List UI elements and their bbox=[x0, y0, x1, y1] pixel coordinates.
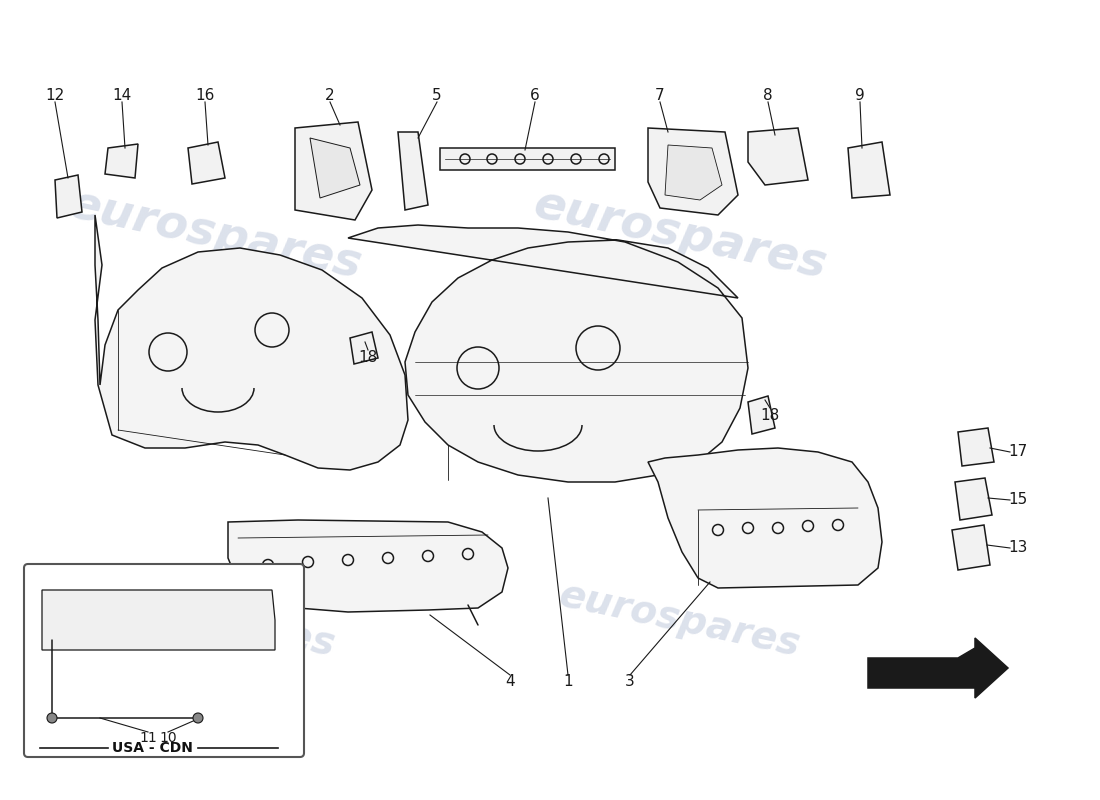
Text: 7: 7 bbox=[656, 87, 664, 102]
Text: 11: 11 bbox=[139, 731, 157, 745]
Polygon shape bbox=[398, 132, 428, 210]
Text: eurospares: eurospares bbox=[556, 576, 804, 664]
Text: 17: 17 bbox=[1009, 445, 1027, 459]
Polygon shape bbox=[868, 638, 1008, 698]
Text: 12: 12 bbox=[45, 87, 65, 102]
Text: eurospares: eurospares bbox=[91, 576, 339, 664]
Polygon shape bbox=[748, 396, 775, 434]
Polygon shape bbox=[648, 448, 882, 588]
Polygon shape bbox=[55, 175, 82, 218]
Text: 2: 2 bbox=[326, 87, 334, 102]
Text: 10: 10 bbox=[158, 727, 177, 742]
Text: 4: 4 bbox=[505, 674, 515, 690]
Text: 5: 5 bbox=[432, 87, 442, 102]
Polygon shape bbox=[848, 142, 890, 198]
Text: eurospares: eurospares bbox=[529, 182, 830, 288]
Polygon shape bbox=[955, 478, 992, 520]
Text: 8: 8 bbox=[763, 87, 773, 102]
Polygon shape bbox=[188, 142, 226, 184]
Text: 1: 1 bbox=[563, 674, 573, 690]
Text: 9: 9 bbox=[855, 87, 865, 102]
Circle shape bbox=[192, 713, 204, 723]
Text: eurospares: eurospares bbox=[64, 182, 365, 288]
Polygon shape bbox=[666, 145, 722, 200]
Polygon shape bbox=[310, 138, 360, 198]
Text: 16: 16 bbox=[196, 87, 214, 102]
Polygon shape bbox=[350, 332, 378, 364]
Text: 10: 10 bbox=[160, 731, 177, 745]
FancyBboxPatch shape bbox=[440, 148, 615, 170]
Polygon shape bbox=[958, 428, 994, 466]
Text: 18: 18 bbox=[760, 407, 780, 422]
Polygon shape bbox=[348, 225, 748, 482]
Text: USA - CDN: USA - CDN bbox=[111, 741, 192, 755]
Polygon shape bbox=[104, 144, 138, 178]
Polygon shape bbox=[748, 128, 808, 185]
Polygon shape bbox=[228, 520, 508, 612]
Text: 18: 18 bbox=[359, 350, 377, 366]
Text: 3: 3 bbox=[625, 674, 635, 690]
Text: 11: 11 bbox=[139, 727, 157, 742]
Text: 15: 15 bbox=[1009, 493, 1027, 507]
Text: 13: 13 bbox=[1009, 541, 1027, 555]
Polygon shape bbox=[95, 215, 408, 470]
Polygon shape bbox=[295, 122, 372, 220]
FancyBboxPatch shape bbox=[24, 564, 304, 757]
Polygon shape bbox=[648, 128, 738, 215]
Circle shape bbox=[47, 713, 57, 723]
Text: 14: 14 bbox=[112, 87, 132, 102]
Polygon shape bbox=[952, 525, 990, 570]
Text: 6: 6 bbox=[530, 87, 540, 102]
Polygon shape bbox=[42, 590, 275, 650]
